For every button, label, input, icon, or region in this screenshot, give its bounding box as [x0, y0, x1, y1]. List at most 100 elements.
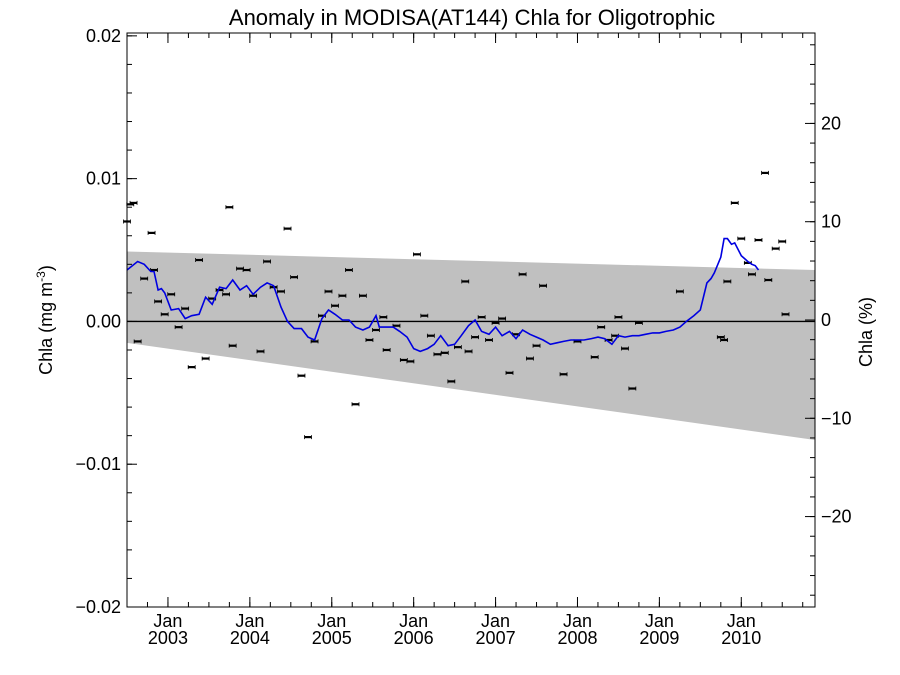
data-point: [167, 292, 176, 297]
x-tick-year-label: 2003: [148, 628, 188, 648]
x-tick-month-label: Jan: [481, 611, 510, 631]
y-axis-right-label: Chla (%): [856, 297, 876, 367]
data-point: [242, 268, 251, 273]
uncertainty-band: [127, 251, 815, 440]
data-point: [181, 306, 190, 311]
x-tick-month-label: Jan: [235, 611, 264, 631]
x-tick-year-label: 2010: [721, 628, 761, 648]
y-right-tick-label: −20: [821, 507, 852, 527]
y-left-tick-label: 0.01: [86, 169, 121, 189]
data-point: [147, 230, 156, 235]
y-right-tick-label: −10: [821, 408, 852, 428]
data-point: [420, 313, 429, 318]
data-point: [781, 312, 790, 317]
data-point: [228, 343, 237, 348]
data-point: [249, 293, 258, 298]
data-point: [154, 299, 163, 304]
data-point: [464, 349, 473, 354]
data-point: [440, 350, 449, 355]
data-point: [201, 356, 210, 361]
data-point: [723, 279, 732, 284]
data-point: [324, 289, 333, 294]
x-tick-year-label: 2009: [639, 628, 679, 648]
data-point: [748, 272, 756, 277]
data-point: [304, 435, 312, 440]
data-point: [498, 316, 507, 321]
data-point: [283, 226, 292, 231]
axes-layer: 0.020.010.00−0.01−0.0220100−10−20Jan2003…: [75, 26, 851, 648]
data-point: [761, 170, 769, 175]
x-tick-month-label: Jan: [645, 611, 674, 631]
data-point: [559, 372, 568, 377]
data-point: [160, 312, 169, 317]
y-left-tick-label: 0.00: [86, 311, 121, 331]
data-point: [256, 349, 265, 354]
data-point: [526, 356, 534, 361]
data-point: [187, 365, 196, 370]
data-point: [675, 289, 684, 294]
data-point: [716, 335, 725, 340]
x-tick-month-label: Jan: [563, 611, 592, 631]
y-left-tick-label: 0.02: [86, 26, 121, 46]
data-point: [532, 343, 541, 348]
data-point: [379, 315, 388, 320]
x-tick-year-label: 2008: [557, 628, 597, 648]
data-point: [413, 252, 421, 257]
data-points-layer: [123, 170, 790, 440]
data-point: [597, 325, 606, 330]
data-point: [491, 320, 500, 325]
y-axis-left-label: Chla (mg m-3): [34, 265, 56, 375]
x-tick-month-label: Jan: [317, 611, 346, 631]
y-left-tick-label: −0.01: [75, 454, 121, 474]
smoothed-line-layer: [126, 237, 760, 353]
data-point: [297, 373, 306, 378]
data-point: [477, 315, 486, 320]
data-point: [614, 315, 623, 320]
data-point: [426, 333, 435, 338]
data-point: [730, 200, 739, 205]
data-point: [447, 379, 456, 384]
data-point: [505, 370, 514, 375]
x-tick-month-label: Jan: [727, 611, 756, 631]
y-right-tick-label: 0: [821, 310, 831, 330]
data-point: [365, 337, 374, 342]
y-right-tick-label: 10: [821, 212, 841, 232]
data-point: [737, 236, 746, 241]
data-point: [628, 386, 637, 391]
data-point: [140, 276, 149, 281]
x-tick-year-label: 2006: [394, 628, 434, 648]
x-tick-year-label: 2004: [230, 628, 270, 648]
data-point: [351, 402, 360, 407]
data-point: [621, 346, 629, 351]
uncertainty-band-layer: [127, 251, 815, 440]
x-tick-year-label: 2005: [312, 628, 352, 648]
data-point: [174, 325, 183, 330]
data-point: [754, 238, 763, 243]
x-tick-year-label: 2007: [476, 628, 516, 648]
data-point: [358, 293, 367, 298]
data-point: [539, 283, 547, 288]
data-point: [331, 303, 339, 308]
data-point: [771, 246, 780, 251]
data-point: [471, 335, 479, 340]
data-point: [518, 272, 527, 277]
y-axis-left-label-superscript: -3: [34, 271, 48, 282]
data-point: [290, 275, 298, 280]
x-tick-month-label: Jan: [399, 611, 428, 631]
data-point: [345, 268, 353, 273]
data-point: [263, 259, 271, 264]
data-point: [406, 359, 415, 364]
data-point: [720, 337, 728, 342]
x-tick-month-label: Jan: [153, 611, 182, 631]
data-point: [764, 278, 773, 283]
data-point: [225, 205, 234, 210]
data-point: [461, 279, 470, 284]
data-point: [222, 292, 231, 297]
data-point: [590, 355, 599, 360]
y-left-tick-label: −0.02: [75, 597, 121, 617]
data-point: [382, 347, 391, 352]
data-point: [195, 258, 203, 263]
data-point: [277, 289, 285, 294]
